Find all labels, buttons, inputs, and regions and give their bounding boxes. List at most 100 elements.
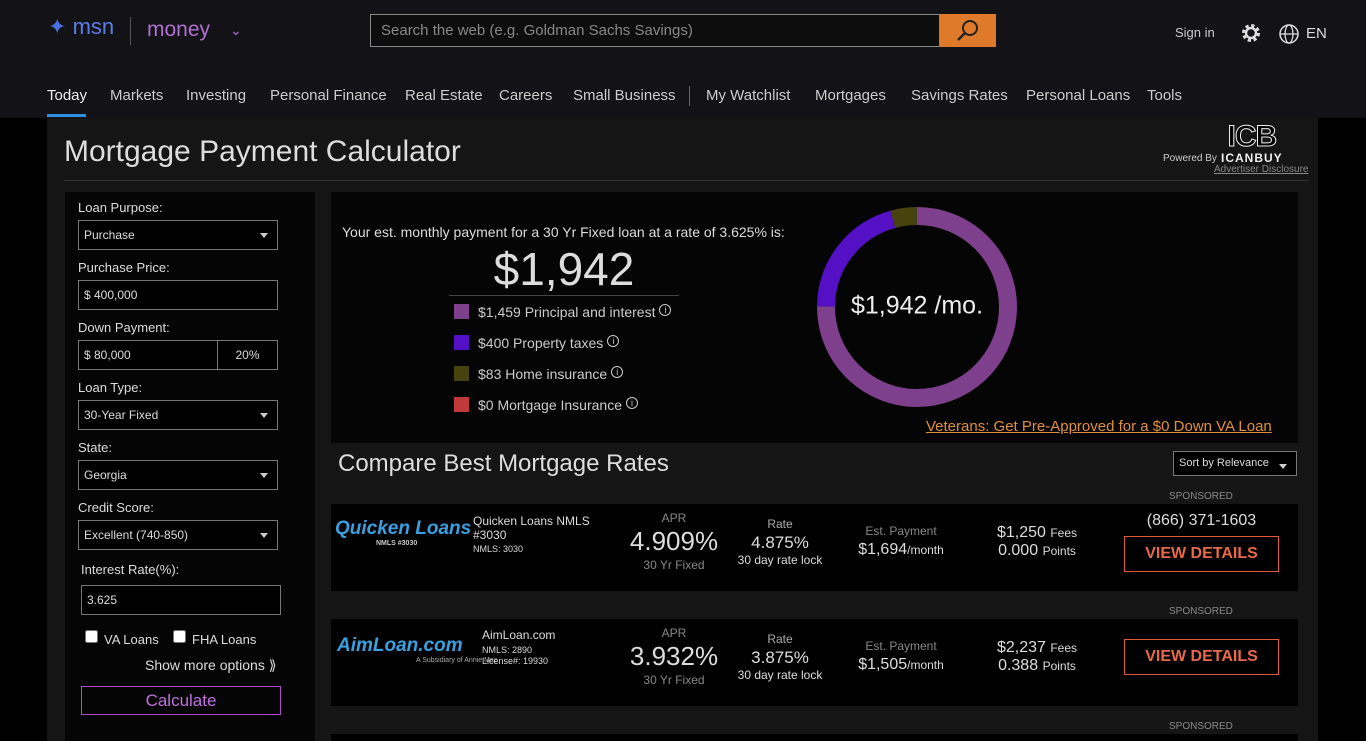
nav-item[interactable]: Personal Finance xyxy=(270,87,387,104)
offer-card xyxy=(331,734,1298,741)
nav-item[interactable]: Investing xyxy=(186,87,247,104)
show-more-options[interactable]: Show more options ⟫ xyxy=(145,657,277,673)
payment-label: Est. Payment xyxy=(865,639,937,653)
nav-item[interactable]: Careers xyxy=(499,87,553,104)
apr-value: 3.932% xyxy=(629,641,719,671)
lender-logo: AimLoan.com xyxy=(337,635,463,656)
field-label: Purchase Price: xyxy=(78,260,170,275)
advertiser-disclosure[interactable]: Advertiser Disclosure xyxy=(1214,164,1309,175)
donut-segment xyxy=(890,207,918,229)
nav-item[interactable]: Tools xyxy=(1147,87,1183,104)
loan-purpose-select[interactable]: Purchase xyxy=(78,220,278,250)
page-title: Mortgage Payment Calculator xyxy=(64,135,461,168)
section-name[interactable]: money xyxy=(147,18,211,41)
nav-active-indicator xyxy=(47,114,86,117)
search-button[interactable] xyxy=(940,14,996,47)
rate-sub: 30 day rate lock xyxy=(737,668,823,682)
points-value: 0.388 xyxy=(998,657,1039,674)
nav-item[interactable]: Real Estate xyxy=(405,87,483,104)
apr-sub: 30 Yr Fixed xyxy=(643,673,705,687)
points-label: Points xyxy=(1042,659,1076,673)
view-details-button[interactable]: VIEW DETAILS xyxy=(1124,536,1279,572)
legend-entry: $83 Home insurance i xyxy=(478,366,624,382)
loan-type-select[interactable]: 30-Year Fixed xyxy=(78,400,278,430)
apr-label: APR xyxy=(661,626,687,640)
nav-item[interactable]: Today xyxy=(47,87,88,104)
brand-logo: ICB ICANBUY xyxy=(1221,120,1283,165)
legend-label: Mortgage Insurance xyxy=(497,397,622,413)
brand-name: ICANBUY xyxy=(1221,151,1283,165)
legend-swatch xyxy=(454,397,469,412)
lender-logo: Quicken Loans xyxy=(335,518,472,539)
apr-value: 4.909% xyxy=(629,526,719,556)
lender-logo-sub: NMLS #3030 xyxy=(376,540,418,547)
calculate-button[interactable]: Calculate xyxy=(81,686,281,715)
sponsored-label: SPONSORED xyxy=(1169,721,1233,732)
fha-checkbox[interactable] xyxy=(173,630,186,643)
rate-input[interactable]: 3.625 xyxy=(81,585,281,615)
fees-label: Fees xyxy=(1050,641,1078,655)
nav-item[interactable]: My Watchlist xyxy=(706,87,791,104)
field-label: State: xyxy=(78,440,112,455)
header: ✦ msn money ⌄ Search the web (e.g. Goldm… xyxy=(0,0,1366,118)
rate-label: Rate xyxy=(767,632,793,646)
nav-item[interactable]: Markets xyxy=(110,87,164,104)
down-percent-input[interactable]: 20% xyxy=(217,340,278,370)
donut-segment xyxy=(817,207,1017,407)
legend-swatch xyxy=(454,304,469,319)
search-box[interactable]: Search the web (e.g. Goldman Sachs Savin… xyxy=(370,14,940,47)
sort-select[interactable]: Sort by Relevance xyxy=(1173,451,1297,476)
language[interactable]: EN xyxy=(1306,25,1327,42)
rate-value: 4.875% xyxy=(751,533,809,552)
legend-label: Principal and interest xyxy=(524,304,656,320)
globe-icon[interactable] xyxy=(1278,23,1300,45)
compare-title: Compare Best Mortgage Rates xyxy=(338,450,669,477)
legend-swatch xyxy=(454,366,469,381)
nav-item[interactable]: Personal Loans xyxy=(1026,87,1131,104)
lender-logo-sub: A Subsidiary of Annie Mac xyxy=(416,657,498,664)
legend-amount: $1,459 xyxy=(478,304,521,320)
field-label: Loan Type: xyxy=(78,380,143,395)
brand-mark: ICB xyxy=(1227,120,1278,153)
lender-nmls: NMLS: 3030 xyxy=(473,544,524,554)
lender-name: Quicken Loans NMLS #3030 xyxy=(473,514,590,542)
search-icon xyxy=(957,20,978,41)
legend-label: Property taxes xyxy=(513,335,604,351)
nav-item[interactable]: Savings Rates xyxy=(911,87,1008,104)
sponsored-label: SPONSORED xyxy=(1169,491,1233,502)
points-value: 0.000 xyxy=(998,542,1039,559)
va-loan-link[interactable]: Veterans: Get Pre-Approved for a $0 Down… xyxy=(926,418,1272,435)
checkbox-label: FHA Loans xyxy=(192,632,257,647)
nav-divider xyxy=(689,86,690,106)
rate-value: 3.875% xyxy=(751,648,809,667)
donut-segment xyxy=(817,210,896,307)
nav-item[interactable]: Small Business xyxy=(573,87,676,104)
legend-amount: $0 xyxy=(478,397,494,413)
total-payment: $1,942 xyxy=(493,243,635,295)
form-panel: Loan Purpose: Purchase Purchase Price: $… xyxy=(65,192,315,741)
legend-entry: $400 Property taxes i xyxy=(478,335,620,351)
view-details-button[interactable]: VIEW DETAILS xyxy=(1124,639,1279,675)
info-icon: i xyxy=(611,366,624,378)
nav-item[interactable]: Mortgages xyxy=(815,87,886,104)
state-select[interactable]: Georgia xyxy=(78,460,278,490)
legend-amount: $83 xyxy=(478,366,502,382)
summary-text: Your est. monthly payment for a 30 Yr Fi… xyxy=(342,224,785,240)
field-label: Interest Rate(%): xyxy=(81,562,180,577)
checkbox-label: VA Loans xyxy=(104,632,159,647)
va-checkbox[interactable] xyxy=(85,630,98,643)
sign-in[interactable]: Sign in xyxy=(1175,25,1215,40)
donut-center: $1,942 /mo. xyxy=(851,292,983,320)
down-payment-input[interactable]: $ 80,000 xyxy=(78,340,218,370)
credit-select[interactable]: Excellent (740-850) xyxy=(78,520,278,550)
settings-icon[interactable] xyxy=(1240,22,1262,44)
apr-sub: 30 Yr Fixed xyxy=(643,558,705,572)
fees-label: Fees xyxy=(1050,526,1078,540)
field-label: Loan Purpose: xyxy=(78,200,163,215)
lender-phone[interactable]: (866) 371-1603 xyxy=(1146,512,1257,529)
offer-card: Quicken Loans NMLS #3030 Quicken Loans N… xyxy=(331,504,1298,591)
section-chevron[interactable]: ⌄ xyxy=(230,22,242,38)
price-input[interactable]: $ 400,000 xyxy=(78,280,278,310)
msn-logo[interactable]: ✦ msn xyxy=(48,14,115,39)
